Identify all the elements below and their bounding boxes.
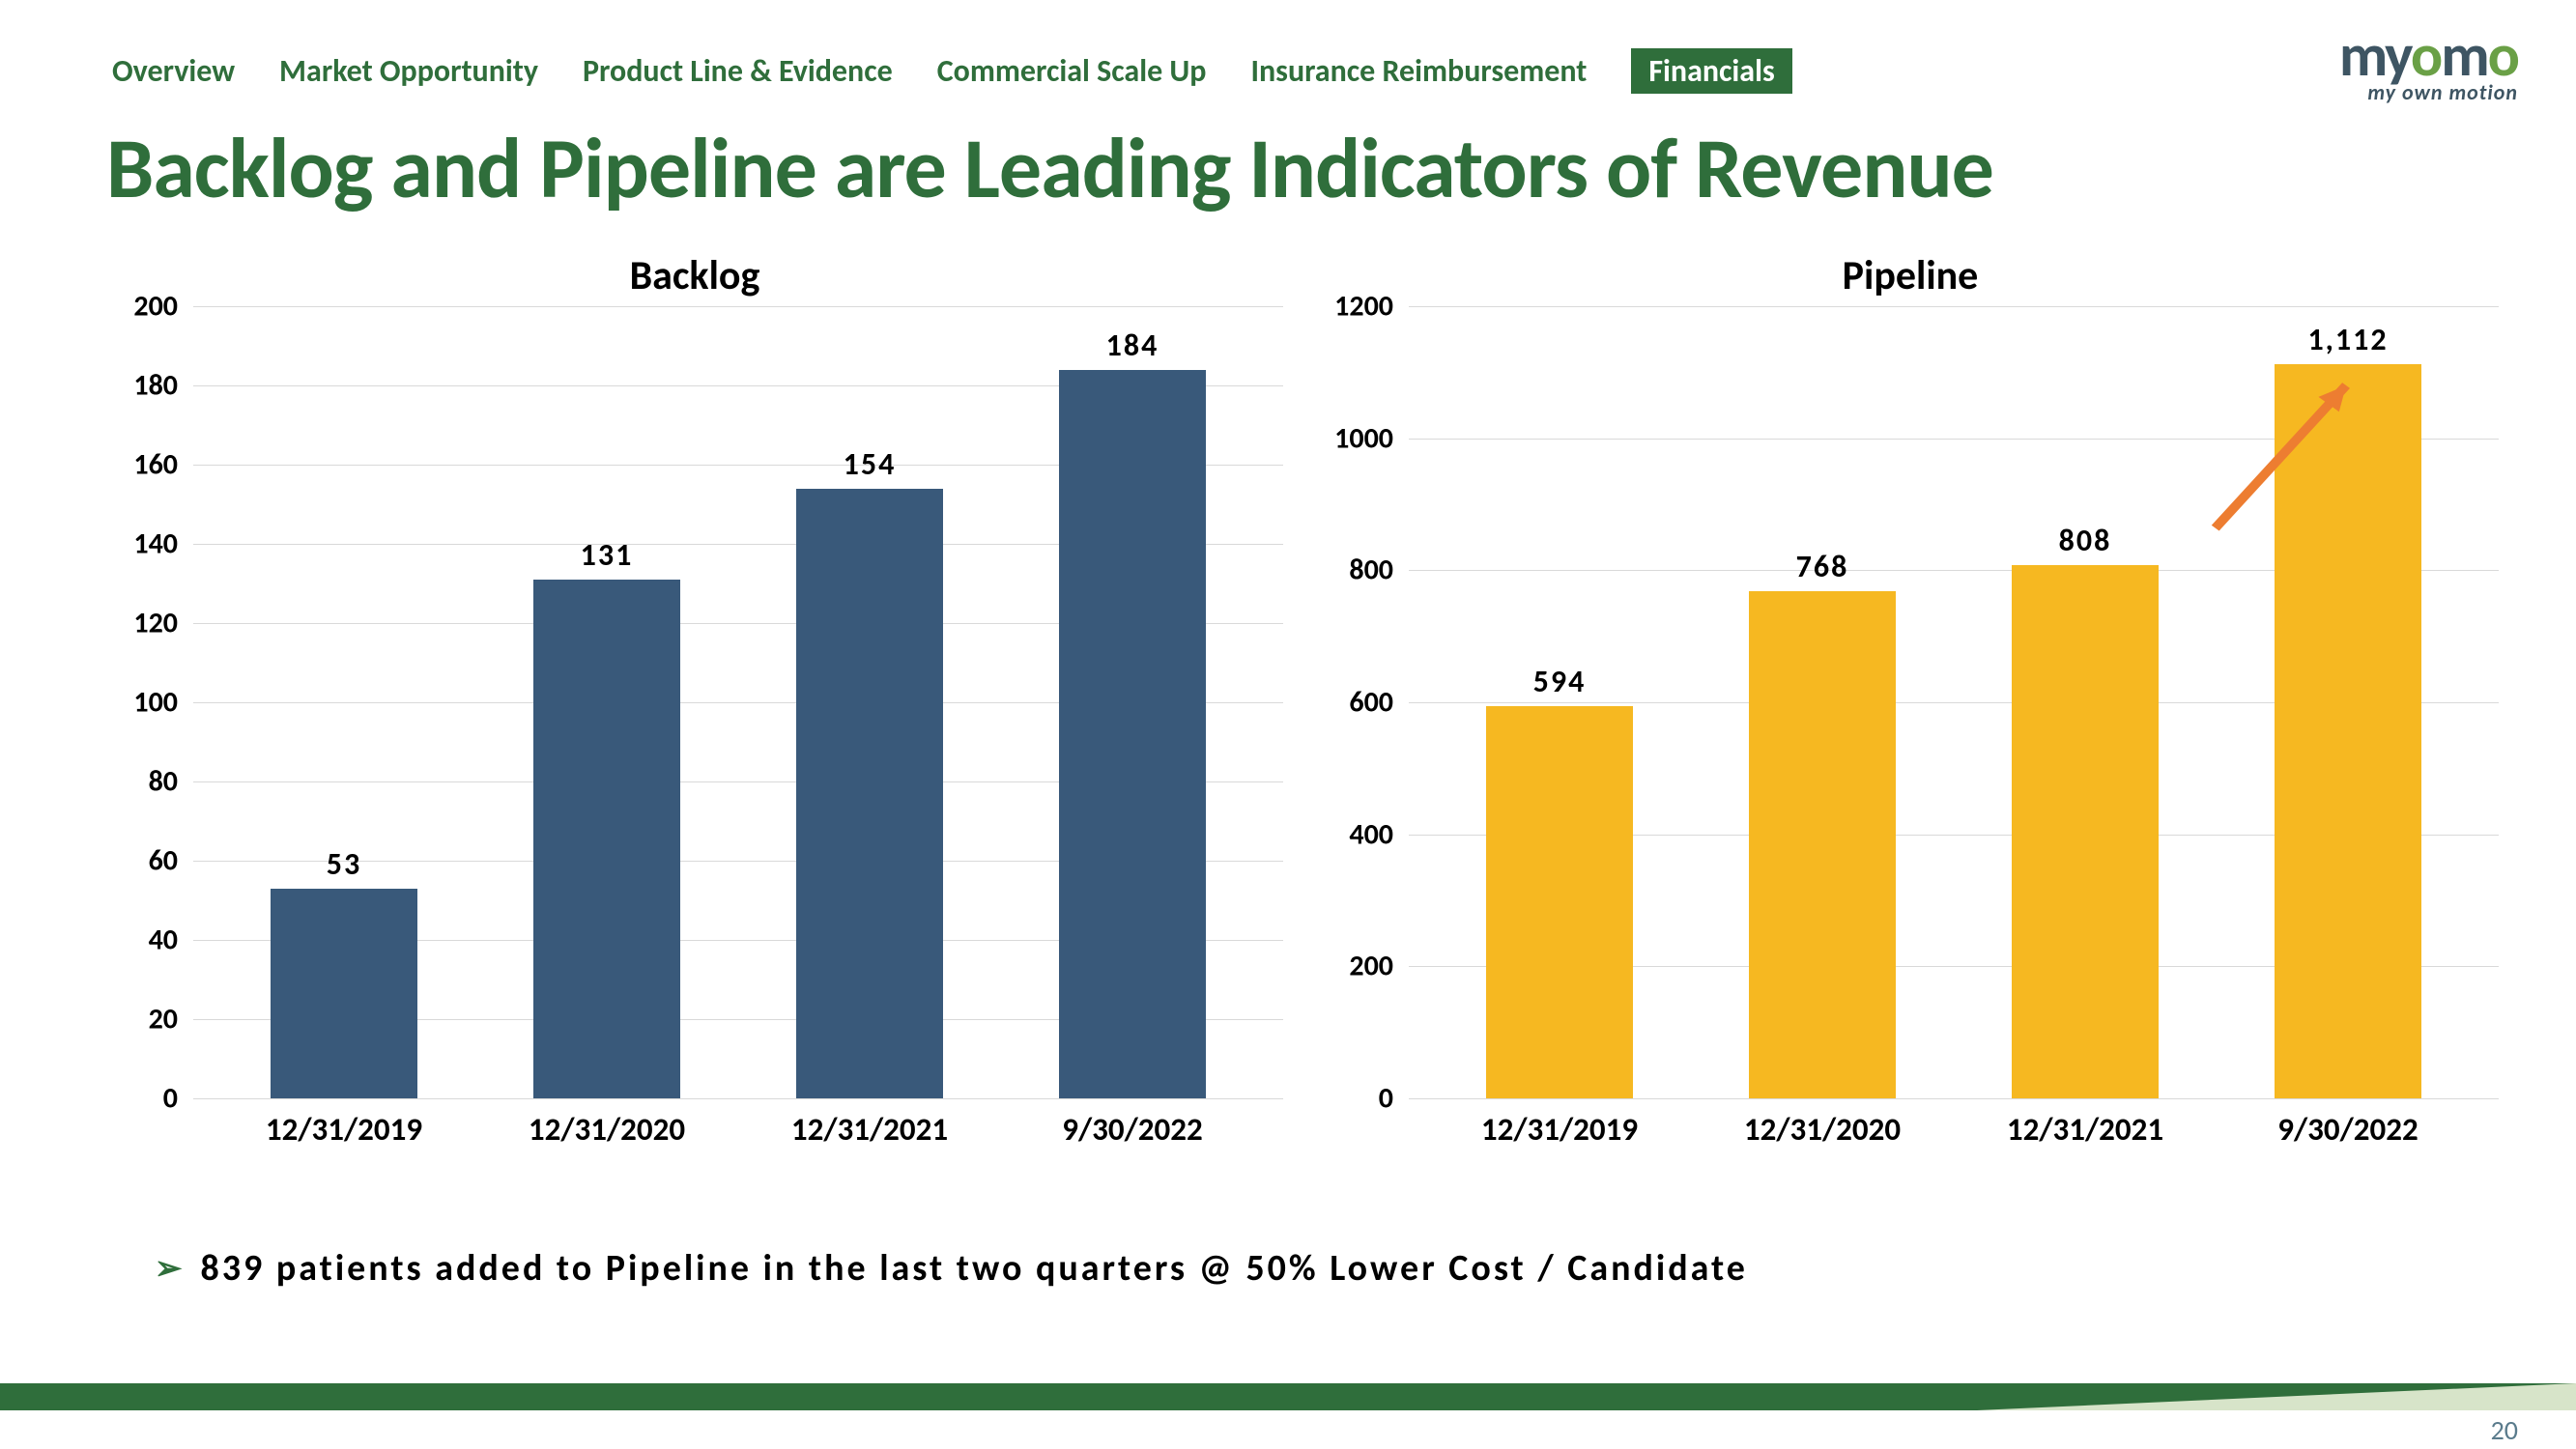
bar	[2275, 364, 2421, 1098]
y-tick: 100	[133, 685, 178, 721]
nav-tab-insurance-reimbursement[interactable]: Insurance Reimbursement	[1250, 52, 1587, 90]
chart-backlog: Backlog 0 20 40 60 80 100 120 140 160 180 200 53 131 1…	[106, 251, 1283, 1149]
footer-accent	[1977, 1383, 2576, 1410]
x-axis: 12/31/201912/31/202012/31/20219/30/2022	[193, 1110, 1283, 1149]
y-tick: 600	[1349, 685, 1393, 721]
bar-slot: 808	[1954, 306, 2217, 1098]
charts-row: Backlog 0 20 40 60 80 100 120 140 160 180 200 53 131 1…	[106, 251, 2499, 1149]
bar-slot: 184	[1001, 306, 1264, 1098]
page-number: 20	[2491, 1410, 2518, 1449]
y-tick: 200	[1349, 949, 1393, 984]
bar	[1486, 706, 1633, 1098]
y-tick: 120	[133, 606, 178, 641]
gridline	[193, 1098, 1283, 1099]
logo-text: myomo	[2339, 29, 2518, 83]
y-tick: 1200	[1334, 289, 1393, 325]
chart-title: Pipeline	[1322, 251, 2499, 300]
chart-pipeline: Pipeline 0 200 400 600 800 1000 1200 594 768 808 1,…	[1322, 251, 2499, 1149]
nav-tab-financials[interactable]: Financials	[1631, 48, 1791, 94]
chart-title: Backlog	[106, 251, 1283, 300]
x-tick-label: 12/31/2021	[1954, 1110, 2217, 1149]
y-tick: 1000	[1334, 420, 1393, 456]
x-axis: 12/31/201912/31/202012/31/20219/30/2022	[1409, 1110, 2499, 1149]
y-tick: 400	[1349, 816, 1393, 852]
bar-slot: 594	[1428, 306, 1691, 1098]
bar	[1059, 370, 1206, 1098]
y-tick: 0	[1379, 1081, 1393, 1117]
nav-tab-product-line-evidence[interactable]: Product Line & Evidence	[583, 52, 893, 90]
bars-container: 594 768 808 1,112	[1409, 306, 2499, 1098]
y-tick: 180	[133, 368, 178, 404]
x-tick-label: 12/31/2020	[475, 1110, 738, 1149]
bullet-text: 839 patients added to Pipeline in the la…	[201, 1246, 1748, 1291]
x-tick-label: 12/31/2019	[1428, 1110, 1691, 1149]
x-tick-label: 12/31/2020	[1691, 1110, 1954, 1149]
x-tick-label: 12/31/2021	[738, 1110, 1001, 1149]
y-tick: 160	[133, 447, 178, 483]
y-tick: 20	[149, 1002, 178, 1037]
bar	[271, 889, 417, 1098]
chevron-right-icon: ➢	[155, 1249, 186, 1289]
nav-tab-overview[interactable]: Overview	[112, 52, 235, 90]
brand-logo: myomo my own motion	[2339, 29, 2518, 105]
bar-value-label: 184	[1106, 327, 1159, 364]
x-tick-label: 9/30/2022	[2217, 1110, 2479, 1149]
bar-value-label: 768	[1796, 548, 1849, 585]
bar	[796, 489, 943, 1098]
page-title: Backlog and Pipeline are Leading Indicat…	[106, 116, 1993, 220]
x-tick-label: 12/31/2019	[213, 1110, 475, 1149]
chart-plot: 02040608010012014016018020053131154184	[193, 306, 1283, 1098]
bar-value-label: 131	[581, 536, 634, 574]
y-tick: 200	[133, 289, 178, 325]
y-tick: 0	[163, 1081, 178, 1117]
bar-value-label: 808	[2059, 522, 2112, 559]
bar	[1749, 591, 1896, 1098]
chart-plot: 0200400600800100012005947688081,112	[1409, 306, 2499, 1098]
y-tick: 140	[133, 526, 178, 562]
bar-value-label: 594	[1533, 663, 1587, 700]
bar-value-label: 1,112	[2307, 321, 2388, 358]
y-tick: 800	[1349, 553, 1393, 588]
bar-slot: 53	[213, 306, 475, 1098]
bar-slot: 1,112	[2217, 306, 2479, 1098]
bars-container: 53 131 154 184	[193, 306, 1283, 1098]
y-tick: 40	[149, 923, 178, 958]
bar-value-label: 154	[844, 445, 897, 483]
bar-slot: 154	[738, 306, 1001, 1098]
bullet-note: ➢ 839 patients added to Pipeline in the …	[155, 1246, 1748, 1291]
bar-slot: 131	[475, 306, 738, 1098]
gridline	[1409, 1098, 2499, 1099]
y-axis: 020040060080010001200	[1322, 306, 1399, 1098]
bar	[533, 580, 680, 1098]
bar	[2012, 565, 2159, 1098]
nav-tab-market-opportunity[interactable]: Market Opportunity	[279, 52, 538, 90]
nav-tabs: Overview Market Opportunity Product Line &…	[112, 48, 1792, 94]
x-tick-label: 9/30/2022	[1001, 1110, 1264, 1149]
y-tick: 80	[149, 764, 178, 800]
nav-tab-commercial-scale-up[interactable]: Commercial Scale Up	[937, 52, 1207, 90]
bar-value-label: 53	[327, 845, 361, 883]
y-tick: 60	[149, 843, 178, 879]
y-axis: 020406080100120140160180200	[106, 306, 184, 1098]
bar-slot: 768	[1691, 306, 1954, 1098]
